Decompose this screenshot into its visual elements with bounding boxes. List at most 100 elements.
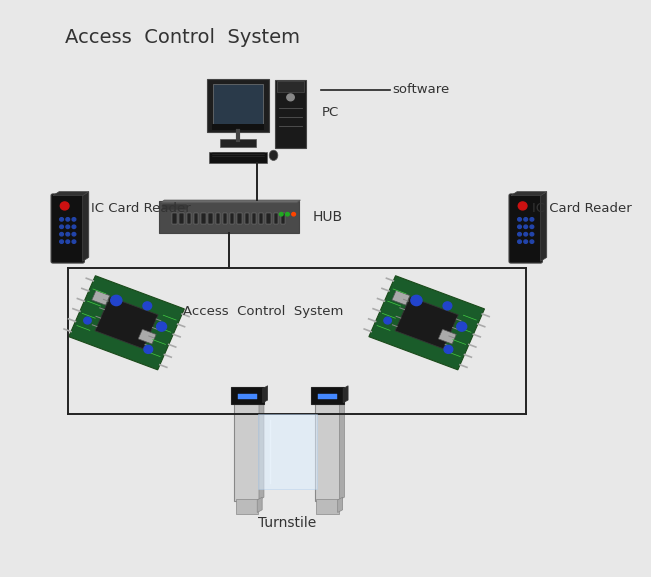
Circle shape (60, 240, 63, 243)
FancyBboxPatch shape (311, 387, 344, 404)
FancyBboxPatch shape (258, 414, 316, 489)
Circle shape (530, 240, 534, 243)
FancyBboxPatch shape (236, 499, 258, 514)
Polygon shape (511, 192, 547, 196)
Circle shape (60, 218, 63, 221)
Circle shape (84, 317, 91, 324)
Circle shape (411, 295, 422, 306)
Polygon shape (257, 497, 262, 512)
FancyBboxPatch shape (180, 213, 184, 224)
Circle shape (72, 240, 76, 243)
Circle shape (457, 322, 467, 331)
Circle shape (524, 240, 527, 243)
Circle shape (286, 212, 289, 216)
FancyBboxPatch shape (208, 213, 213, 224)
Circle shape (72, 225, 76, 228)
Ellipse shape (270, 150, 278, 160)
Polygon shape (343, 386, 348, 403)
Polygon shape (69, 276, 184, 370)
Circle shape (524, 225, 527, 228)
Polygon shape (83, 192, 89, 261)
Circle shape (518, 202, 527, 210)
Text: PC: PC (322, 106, 339, 119)
Polygon shape (95, 297, 158, 349)
FancyBboxPatch shape (234, 402, 260, 501)
Text: software: software (393, 83, 450, 96)
Circle shape (524, 233, 527, 236)
FancyBboxPatch shape (187, 213, 191, 224)
Circle shape (443, 302, 452, 310)
FancyBboxPatch shape (273, 213, 278, 224)
Circle shape (143, 302, 152, 310)
FancyBboxPatch shape (275, 80, 306, 148)
Polygon shape (259, 400, 264, 500)
FancyBboxPatch shape (201, 213, 206, 224)
Polygon shape (540, 192, 547, 261)
Text: IC Card Reader: IC Card Reader (91, 202, 191, 215)
Polygon shape (92, 290, 110, 305)
Text: Access  Control  System: Access Control System (64, 28, 299, 47)
Polygon shape (161, 200, 301, 203)
FancyBboxPatch shape (277, 81, 305, 92)
Circle shape (157, 322, 167, 331)
Polygon shape (438, 329, 456, 344)
FancyBboxPatch shape (238, 394, 256, 399)
Circle shape (60, 225, 63, 228)
Polygon shape (369, 276, 484, 370)
Circle shape (524, 218, 527, 221)
FancyBboxPatch shape (194, 213, 199, 224)
Circle shape (530, 233, 534, 236)
Polygon shape (138, 329, 156, 344)
FancyBboxPatch shape (159, 201, 299, 233)
Circle shape (279, 212, 283, 216)
Polygon shape (395, 297, 458, 349)
Circle shape (60, 233, 63, 236)
FancyBboxPatch shape (509, 194, 542, 263)
FancyBboxPatch shape (173, 213, 176, 224)
Polygon shape (339, 400, 344, 500)
Circle shape (66, 218, 70, 221)
Circle shape (530, 218, 534, 221)
Text: HUB: HUB (312, 210, 342, 224)
FancyBboxPatch shape (215, 213, 220, 224)
FancyBboxPatch shape (163, 204, 187, 209)
Circle shape (518, 240, 521, 243)
FancyBboxPatch shape (281, 213, 285, 224)
FancyBboxPatch shape (259, 213, 264, 224)
FancyBboxPatch shape (207, 79, 269, 133)
Circle shape (384, 317, 391, 324)
FancyBboxPatch shape (318, 394, 337, 399)
Circle shape (72, 233, 76, 236)
FancyBboxPatch shape (212, 124, 264, 130)
Circle shape (61, 202, 69, 210)
FancyBboxPatch shape (230, 387, 264, 404)
FancyBboxPatch shape (314, 402, 340, 501)
Circle shape (292, 212, 296, 216)
Circle shape (72, 218, 76, 221)
FancyBboxPatch shape (209, 152, 267, 163)
FancyBboxPatch shape (213, 84, 263, 124)
Circle shape (287, 94, 294, 101)
FancyBboxPatch shape (223, 213, 227, 224)
FancyBboxPatch shape (245, 213, 249, 224)
FancyBboxPatch shape (230, 213, 234, 224)
Text: Turnstile: Turnstile (258, 516, 316, 530)
Circle shape (518, 233, 521, 236)
FancyBboxPatch shape (51, 194, 85, 263)
Circle shape (66, 233, 70, 236)
Circle shape (530, 225, 534, 228)
Circle shape (144, 346, 152, 353)
Circle shape (66, 240, 70, 243)
Circle shape (518, 225, 521, 228)
FancyBboxPatch shape (238, 213, 242, 224)
FancyBboxPatch shape (252, 213, 256, 224)
Polygon shape (263, 386, 268, 403)
FancyBboxPatch shape (266, 213, 271, 224)
FancyBboxPatch shape (220, 139, 256, 147)
Polygon shape (53, 192, 89, 196)
Polygon shape (392, 290, 410, 305)
Circle shape (444, 346, 452, 353)
Circle shape (66, 225, 70, 228)
Circle shape (518, 218, 521, 221)
Circle shape (111, 295, 122, 306)
